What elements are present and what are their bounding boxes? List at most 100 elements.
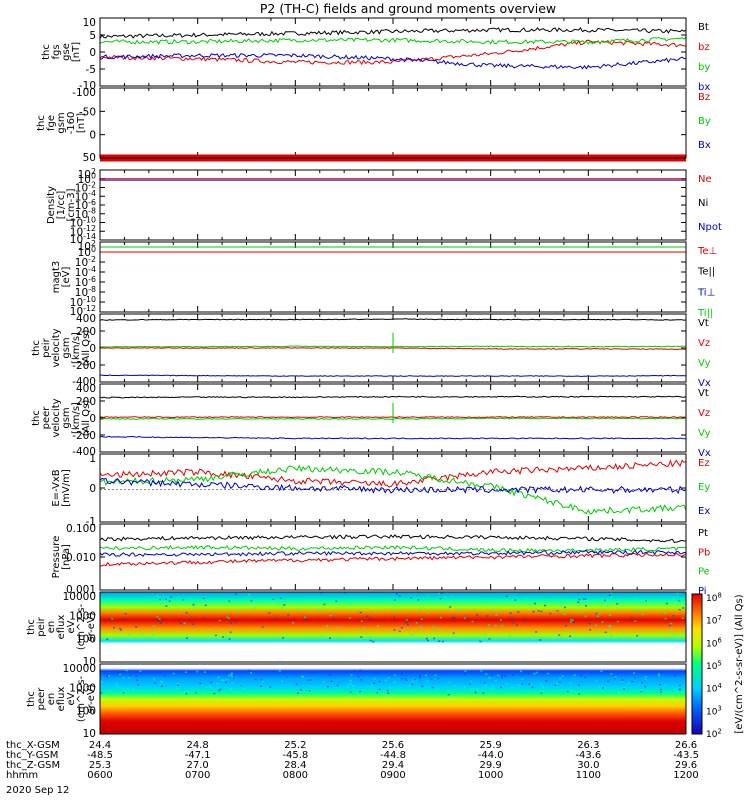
- spectrogram-pixel: [603, 599, 606, 602]
- spectrogram-pixel: [238, 600, 241, 603]
- spectrogram-pixel: [263, 599, 266, 601]
- spectrogram-pixel: [225, 681, 228, 684]
- ytick-density: 10-8: [75, 207, 96, 221]
- spectrogram-noise: [100, 669, 688, 696]
- ytick-peir_velocity: 200: [76, 326, 96, 338]
- spectrogram-pixel: [183, 622, 186, 624]
- legend-density-Ne: Ne: [698, 174, 712, 185]
- spectrogram-pixel: [535, 631, 538, 633]
- spectrogram-pixel: [240, 693, 243, 696]
- panel-density: Density [1/cc] [cm-3]10210010-210-410-610-…: [46, 167, 722, 246]
- ylabel-peer_spectrogram: thc: [26, 691, 37, 707]
- spectrogram-pixel: [185, 637, 188, 639]
- ytick-fgs: -5: [86, 64, 96, 76]
- ytick-efield: -1: [86, 516, 96, 528]
- ylabel-peir_spectrogram: en: [46, 621, 57, 634]
- ytick-peir_velocity: 400: [76, 313, 96, 325]
- ytick-peer_velocity: -400: [72, 446, 96, 458]
- spectrogram-pixel: [660, 691, 663, 693]
- spectrogram-pixel: [573, 621, 576, 623]
- spectrogram-pixel: [250, 600, 253, 602]
- spectrogram-pixel: [581, 638, 584, 640]
- spectrogram-pixel: [578, 693, 581, 695]
- spectrogram-pixel: [618, 692, 621, 694]
- series-efield-Ey: [99, 464, 687, 515]
- spectrogram-pixel: [357, 675, 360, 678]
- spectrogram-pixel: [113, 639, 116, 641]
- legend-peer_velocity-Vx: Vx: [698, 448, 711, 459]
- spectrogram-pixel: [193, 607, 196, 609]
- spectrogram-pixel: [164, 598, 167, 601]
- spectrogram-pixel: [595, 630, 598, 633]
- spectrogram-pixel: [205, 686, 208, 688]
- spectrogram-pixel: [230, 672, 233, 675]
- ylabel-peer_velocity: velocity: [51, 398, 62, 437]
- spectrogram-pixel: [464, 670, 467, 672]
- spectrogram-pixel: [108, 618, 111, 621]
- spectrogram-pixel: [221, 679, 224, 681]
- ytick-fgs: 0: [89, 47, 96, 59]
- spectrogram-pixel: [446, 690, 449, 692]
- spectrogram-pixel: [512, 674, 515, 676]
- spectrogram-pixel: [501, 624, 504, 627]
- spectrogram-pixel: [678, 608, 681, 611]
- legend-density-Npot: Npot: [698, 222, 722, 233]
- spectrogram-pixel: [571, 619, 574, 621]
- spectrogram-pixel: [373, 682, 376, 684]
- spectrogram-pixel: [160, 622, 163, 624]
- spectrogram-pixel: [150, 638, 153, 640]
- spectrogram-pixel: [409, 597, 412, 599]
- spectrogram-pixel: [527, 672, 530, 675]
- spectrogram-pixel: [438, 640, 441, 642]
- spectrogram-pixel: [127, 687, 130, 690]
- spectrogram-pixel: [484, 640, 487, 643]
- panel-frame: [99, 591, 687, 663]
- spectrogram-pixel: [465, 637, 468, 640]
- spectrogram-pixel: [300, 600, 303, 602]
- spectrogram-pixel: [218, 689, 221, 692]
- spectrogram-pixel: [641, 613, 644, 615]
- spectrogram-pixel: [349, 691, 352, 693]
- spectrogram-pixel: [484, 634, 487, 636]
- spectrogram-pixel: [452, 632, 455, 634]
- spectrogram-pixel: [153, 678, 156, 680]
- spectrogram-pixel: [428, 689, 431, 692]
- legend-fgs-bz: bz: [698, 42, 710, 53]
- spectrogram-pixel: [556, 610, 559, 612]
- ytick-fge: 0: [89, 130, 96, 142]
- spectrogram-pixel: [163, 674, 166, 677]
- spectrogram-pixel: [275, 617, 278, 620]
- spectrogram-pixel: [614, 677, 617, 680]
- footer-value: -44.8: [380, 750, 406, 761]
- spectrogram-pixel: [512, 621, 515, 624]
- spectrogram-pixel: [415, 680, 418, 683]
- spectrogram-pixel: [363, 627, 366, 629]
- spectrogram-pixel: [411, 683, 414, 686]
- ytick-peir_spectrogram: 10000: [63, 591, 96, 603]
- spectrogram-pixel: [261, 626, 264, 628]
- spectrogram-pixel: [329, 614, 332, 617]
- spectrogram-pixel: [131, 688, 134, 691]
- spectrogram-pixel: [562, 693, 565, 696]
- spectrogram-pixel: [119, 629, 122, 631]
- spectrogram-pixel: [681, 617, 684, 620]
- spectrogram-pixel: [354, 640, 357, 642]
- spectrogram-pixel: [386, 689, 389, 692]
- spectrogram-pixel: [122, 618, 125, 620]
- legend-peir_velocity-Vt: Vt: [698, 318, 709, 329]
- spectrogram-pixel: [376, 691, 379, 694]
- spectrogram-pixel: [176, 687, 179, 690]
- legend-efield-Ez: Ez: [698, 458, 710, 469]
- spectrogram-pixel: [124, 612, 127, 615]
- spectrogram-pixel: [471, 620, 474, 623]
- legend-fge-Bz: Bz: [698, 92, 710, 103]
- spectrogram-pixel: [500, 676, 503, 679]
- ylabel-fge: thc: [36, 115, 47, 131]
- spectrogram-pixel: [427, 612, 430, 614]
- spectrogram-pixel: [183, 692, 186, 695]
- footer-value: -43.6: [575, 750, 601, 761]
- ylabel-peir_velocity: gsm: [61, 337, 72, 358]
- spectrogram-pixel: [412, 680, 415, 683]
- spectrogram-pixel: [322, 681, 325, 683]
- spectrogram-pixel: [436, 687, 439, 689]
